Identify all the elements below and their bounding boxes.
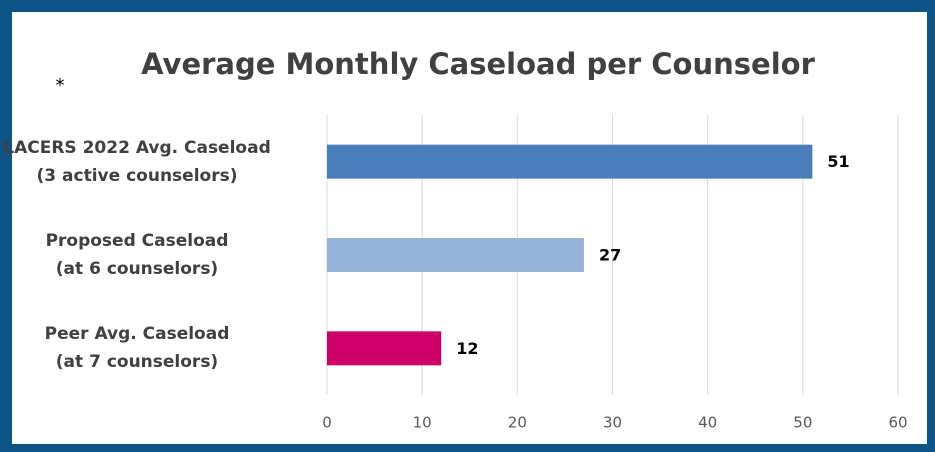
y-tick-label: Proposed Caseload (at 6 counselors): [45, 231, 229, 279]
data-label: 51: [827, 152, 849, 171]
x-tick-label: 20: [508, 414, 527, 432]
bar: [327, 238, 584, 272]
x-tick-label: 10: [413, 414, 432, 432]
x-tick-label: 40: [698, 414, 717, 432]
x-tick-label: 60: [888, 414, 907, 432]
y-tick-label: Peer Avg. Caseload (at 7 counselors): [44, 324, 230, 373]
chart-title: Average Monthly Caseload per Counselor: [141, 47, 815, 81]
data-label: 27: [599, 246, 621, 265]
x-tick-label: 0: [322, 414, 332, 432]
x-tick-label: 30: [603, 414, 622, 432]
data-label: 12: [456, 339, 478, 358]
bar: [327, 144, 813, 179]
annotation: *: [56, 75, 65, 96]
y-tick-label: LACERS 2022 Avg. Caseload (3 active coun…: [3, 137, 271, 186]
x-tick-label: 50: [793, 414, 812, 432]
bar: [327, 331, 442, 366]
